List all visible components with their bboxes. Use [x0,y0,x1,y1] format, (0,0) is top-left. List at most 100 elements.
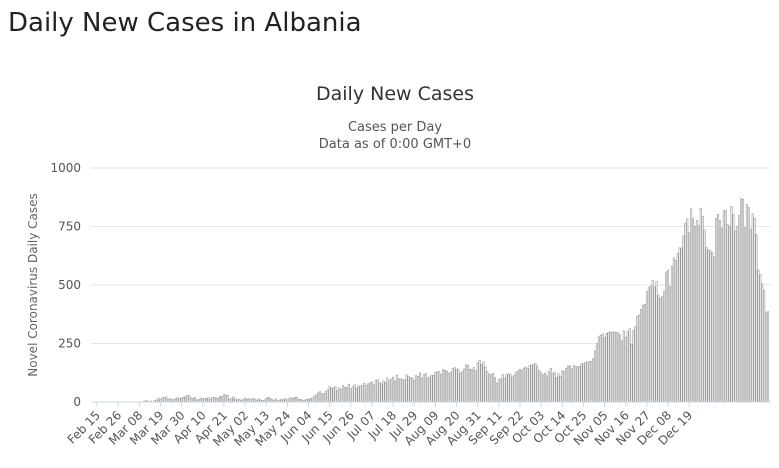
bar [424,373,427,403]
bar [394,380,396,403]
bar [540,372,543,403]
bar [586,361,589,403]
bar [161,397,164,403]
bar [219,396,222,403]
bar [757,269,760,403]
bar [194,397,197,403]
bar [732,214,735,403]
y-tick-label: 250 [58,337,81,351]
bar [670,265,673,403]
bar [522,367,525,403]
bar [695,220,698,403]
bar [717,214,720,403]
bar [665,271,668,403]
bar [518,368,521,403]
bar [353,384,356,403]
bar [432,375,435,403]
bar-series [142,198,770,403]
bar [686,218,689,403]
bar [642,304,645,403]
bar [651,280,654,403]
bar [530,364,533,403]
bar [711,251,714,403]
bar [180,397,183,403]
bar [557,373,560,403]
bar [611,331,614,403]
bar [747,207,750,403]
bar [609,331,612,403]
bar [211,397,214,403]
bar [217,397,220,403]
bar [363,382,366,403]
bar [553,372,556,403]
bar [520,370,523,403]
bar [607,332,610,403]
bar [415,375,418,403]
bar [588,361,591,403]
bar [511,376,514,403]
bar [601,333,604,403]
bar [342,385,345,403]
bar [680,247,683,403]
bar [426,377,429,403]
bar [359,386,362,403]
bar [618,334,621,403]
bar [542,374,545,403]
bar [559,375,562,403]
bar [284,398,287,403]
bar [411,377,414,403]
bar [584,362,587,403]
bar [470,369,473,403]
bar [663,290,666,403]
bar [332,387,335,403]
bar [163,397,166,403]
bar [313,395,316,403]
bar [347,383,350,403]
bar [395,374,398,403]
bar [505,374,508,403]
bar [730,206,733,403]
bar [182,397,185,403]
bar [630,344,633,403]
bar [438,371,441,403]
bar [605,333,608,403]
bar [563,371,566,403]
bar [661,296,664,403]
bar [445,370,448,403]
bar [401,379,404,403]
bar [317,392,320,403]
bar [203,398,206,403]
bar [595,342,598,403]
bar [767,311,770,403]
bar [488,373,491,403]
bar [199,397,202,403]
bar [226,395,229,403]
bar [692,218,695,403]
bar [718,220,721,403]
bar [590,360,593,403]
bar [626,331,629,403]
bar [597,336,600,403]
bar [628,328,631,403]
bar [568,365,571,403]
bar [295,397,298,403]
bar [351,386,354,403]
bar [534,362,537,403]
bar [320,393,323,403]
bar [397,378,400,403]
chart-subtitle-line-1: Cases per Day [348,120,442,135]
bar [490,374,493,403]
bar [294,397,297,403]
bar [494,377,496,403]
bar [455,368,458,403]
bar [207,397,210,403]
bar [517,370,520,403]
bar [688,232,691,403]
bar [580,363,583,403]
bar [759,274,762,403]
bar [365,385,368,403]
bar [215,397,218,403]
bar [459,372,462,403]
bar [372,384,375,403]
